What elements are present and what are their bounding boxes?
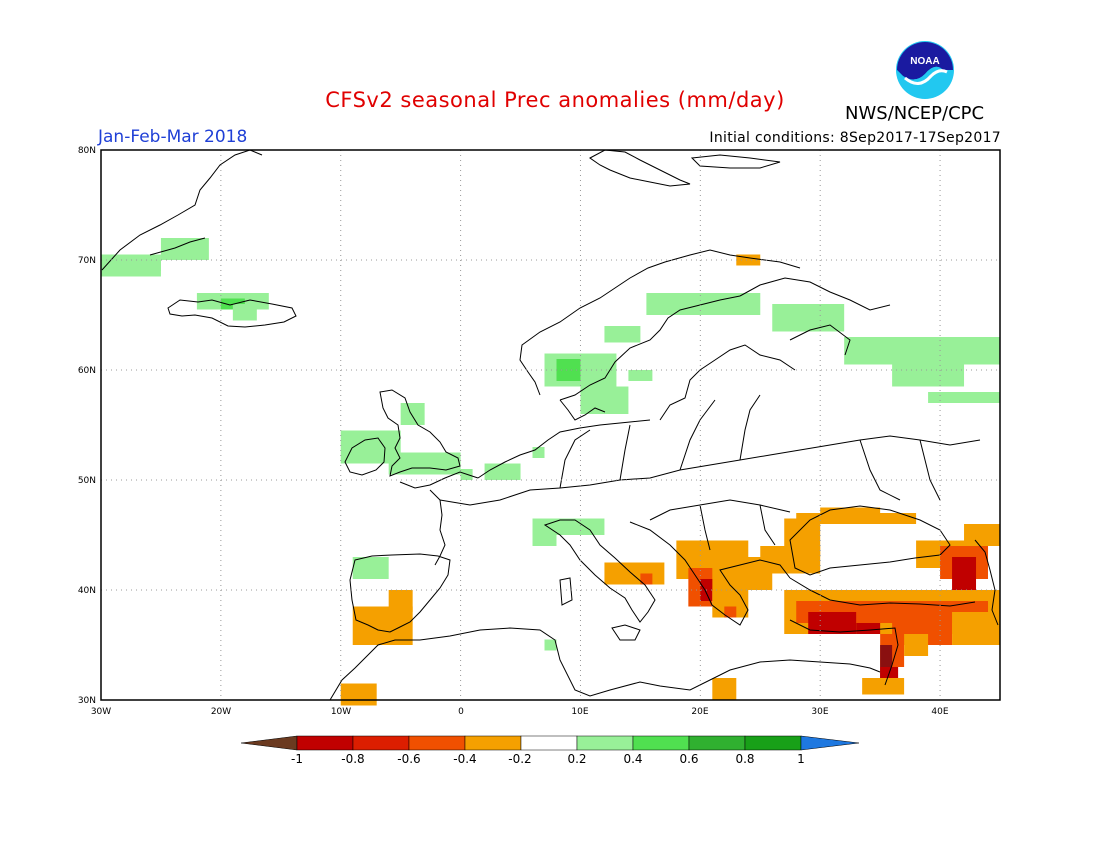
- lat-label: 40N: [78, 586, 96, 596]
- coastlines: [101, 149, 999, 701]
- latitude-labels: 80N 70N 60N 50N 40N 30N: [78, 146, 96, 706]
- lat-label: 50N: [78, 476, 96, 486]
- anomaly-cell: [580, 386, 629, 414]
- colorbar-label: 0.2: [567, 752, 586, 766]
- colorbar-segment: [688, 735, 746, 751]
- map-frame: [100, 149, 1001, 701]
- map-title: CFSv2 seasonal Prec anomalies (mm/day): [325, 88, 785, 112]
- colorbar-label: 0.4: [623, 752, 642, 766]
- anomaly-cell: [880, 645, 893, 678]
- colorbar: [240, 735, 860, 751]
- colorbar-label: 0.6: [679, 752, 698, 766]
- agency-label: NWS/NCEP/CPC: [845, 103, 985, 124]
- longitude-labels: 30W 20W 10W 0 10E 20E 30E 40E: [91, 707, 949, 717]
- anomaly-cell: [532, 529, 557, 546]
- lon-label: 20E: [691, 707, 708, 717]
- anomaly-cell: [340, 683, 377, 706]
- anomaly-cell: [856, 623, 881, 634]
- colorbar-segment: [576, 735, 634, 751]
- anomaly-cell: [604, 562, 665, 585]
- lat-label: 70N: [78, 256, 96, 266]
- anomaly-cell: [352, 557, 389, 579]
- lon-label: 0: [458, 707, 464, 717]
- colorbar-segment: [408, 735, 466, 751]
- anomaly-cell: [808, 612, 857, 634]
- anomaly-cell: [124, 260, 161, 271]
- lat-label: 80N: [78, 146, 96, 156]
- anomaly-cell: [388, 590, 413, 612]
- anomaly-cell: [232, 304, 257, 321]
- colorbar-label: -0.4: [453, 752, 476, 766]
- colorbar-labels: -1 -0.8 -0.6 -0.4 -0.2 0.2 0.4 0.6 0.8 1: [291, 752, 805, 766]
- anomaly-cell: [892, 359, 965, 387]
- noaa-logo-text: NOAA: [910, 56, 939, 67]
- graticule: [101, 150, 1000, 700]
- anomaly-cell: [904, 634, 929, 656]
- anomaly-cell: [628, 370, 653, 381]
- anomaly-cell: [892, 513, 917, 524]
- colorbar-label: -0.2: [508, 752, 531, 766]
- anomaly-cell: [712, 678, 737, 700]
- anomaly-cell: [952, 557, 977, 590]
- anomaly-cell: [964, 524, 1000, 546]
- anomaly-cell: [388, 452, 461, 475]
- colorbar-segment: [296, 735, 354, 751]
- anomaly-cell: [724, 606, 737, 618]
- colorbar-label: 0.8: [735, 752, 754, 766]
- anomaly-cell: [604, 326, 641, 343]
- anomaly-cell: [400, 403, 425, 425]
- colorbar-segment: [464, 735, 522, 751]
- anomaly-cell: [532, 447, 545, 458]
- anomaly-cell: [784, 518, 821, 557]
- colorbar-label: 1: [797, 752, 805, 766]
- colorbar-segment: [352, 735, 410, 751]
- anomaly-cell: [484, 463, 521, 480]
- anomaly-cell: [928, 392, 1000, 403]
- colorbar-label: -1: [291, 752, 303, 766]
- anomaly-cell: [640, 573, 653, 585]
- lon-label: 30E: [811, 707, 828, 717]
- lon-label: 20W: [211, 707, 231, 717]
- anomaly-cell: [544, 639, 557, 651]
- initial-conditions-label: Initial conditions: 8Sep2017-17Sep2017: [709, 130, 1001, 146]
- anomaly-cell: [376, 612, 401, 645]
- colorbar-label: -0.6: [397, 752, 420, 766]
- season-label: Jan-Feb-Mar 2018: [98, 127, 248, 147]
- lat-label: 60N: [78, 366, 96, 376]
- lon-label: 10W: [331, 707, 351, 717]
- lon-label: 30W: [91, 707, 111, 717]
- noaa-logo: NOAA: [896, 41, 954, 99]
- colorbar-segment: [632, 735, 690, 751]
- anomaly-cell: [736, 254, 761, 266]
- lon-label: 10E: [571, 707, 588, 717]
- lat-label: 30N: [78, 696, 96, 706]
- colorbar-label: -0.8: [341, 752, 364, 766]
- anomaly-cell: [862, 678, 905, 695]
- colorbar-min-arrow: [240, 735, 298, 751]
- anomaly-cell: [556, 359, 581, 381]
- anomaly-cell: [952, 612, 1000, 645]
- colorbar-segment: [520, 735, 578, 751]
- colorbar-max-arrow: [800, 735, 860, 751]
- anomaly-cell: [160, 238, 209, 260]
- colorbar-segment: [744, 735, 802, 751]
- lon-label: 40E: [931, 707, 948, 717]
- anomaly-cell: [820, 507, 881, 519]
